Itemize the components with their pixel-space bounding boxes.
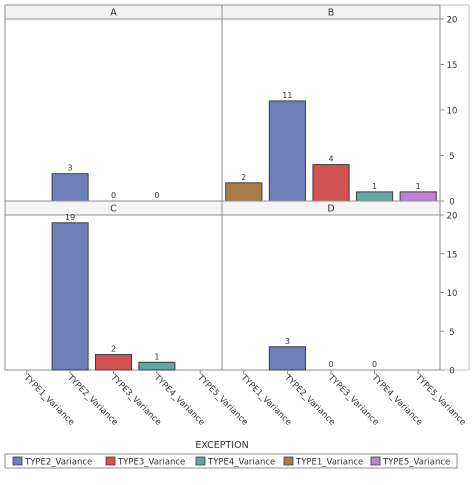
bar bbox=[268, 346, 306, 371]
y-tick-label: 15 bbox=[447, 61, 458, 71]
bar-value-label: 11 bbox=[282, 91, 292, 100]
bar-value-label: 3 bbox=[68, 164, 73, 173]
bar-value-label: 3 bbox=[285, 337, 290, 346]
legend-item-label: TYPE1_Variance bbox=[295, 458, 363, 468]
legend-box bbox=[4, 453, 458, 469]
bar bbox=[399, 191, 437, 202]
panel-label: C bbox=[110, 204, 117, 215]
panel-label: B bbox=[328, 8, 335, 19]
bar bbox=[51, 173, 89, 202]
bar-value-label: 2 bbox=[241, 173, 246, 182]
bar-value-label: 2 bbox=[111, 345, 116, 354]
bar-value-label: 0 bbox=[154, 191, 159, 200]
legend-item-label: TYPE3_Variance bbox=[117, 458, 185, 468]
bar-value-label: 4 bbox=[328, 155, 333, 164]
bar bbox=[51, 222, 89, 371]
legend-swatch bbox=[12, 456, 23, 466]
y-tick-label: 20 bbox=[447, 16, 458, 26]
y-tick-label: 10 bbox=[447, 107, 458, 117]
bar-value-label: 19 bbox=[65, 213, 75, 222]
panel-frame bbox=[221, 214, 441, 371]
y-tick-label: 15 bbox=[447, 250, 458, 260]
legend-swatch bbox=[283, 456, 294, 466]
bar-value-label: 0 bbox=[328, 360, 333, 369]
legend-item-label: TYPE4_Variance bbox=[207, 458, 275, 468]
y-tick-label: 0 bbox=[449, 198, 454, 208]
bar bbox=[225, 182, 263, 202]
y-tick-label: 0 bbox=[449, 367, 454, 377]
bar-value-label: 1 bbox=[372, 182, 377, 191]
bar bbox=[268, 100, 306, 202]
legend-swatch bbox=[370, 456, 381, 466]
panel-label: D bbox=[327, 204, 334, 215]
bar bbox=[94, 354, 133, 371]
legend-item-label: TYPE5_Variance bbox=[382, 458, 450, 468]
legend-swatch bbox=[105, 456, 116, 466]
bar bbox=[312, 164, 350, 202]
y-tick-label: 10 bbox=[447, 289, 458, 299]
panel-frame bbox=[4, 18, 223, 202]
legend-swatch bbox=[195, 456, 206, 466]
bar-value-label: 1 bbox=[416, 182, 421, 191]
y-tick-label: 5 bbox=[449, 328, 454, 338]
bar-value-label: 1 bbox=[154, 352, 159, 361]
legend-item-label: TYPE2_Variance bbox=[24, 458, 92, 468]
bar bbox=[138, 361, 176, 371]
bar-value-label: 0 bbox=[372, 360, 377, 369]
panel-label: A bbox=[110, 8, 117, 19]
bar bbox=[356, 191, 394, 202]
x-axis-title: EXCEPTION bbox=[195, 440, 248, 451]
y-tick-label: 20 bbox=[447, 212, 458, 222]
bar-value-label: 0 bbox=[111, 191, 116, 200]
y-tick-label: 5 bbox=[449, 152, 454, 162]
